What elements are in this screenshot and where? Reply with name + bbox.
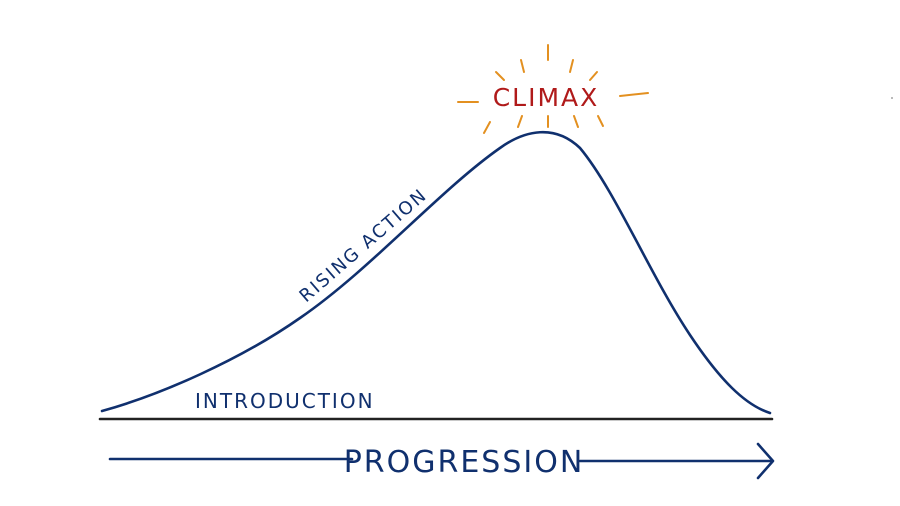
rising-action-label: RISING ACTION [296,185,432,307]
arrowhead-icon [756,442,775,480]
climax-label: CLIMAX [493,83,600,112]
introduction-label: INTRODUCTION [195,389,375,413]
climax-burst [457,44,649,134]
progression-label: PROGRESSION [344,445,585,480]
stray-mark [891,97,893,99]
story-arc-curve [100,130,772,415]
